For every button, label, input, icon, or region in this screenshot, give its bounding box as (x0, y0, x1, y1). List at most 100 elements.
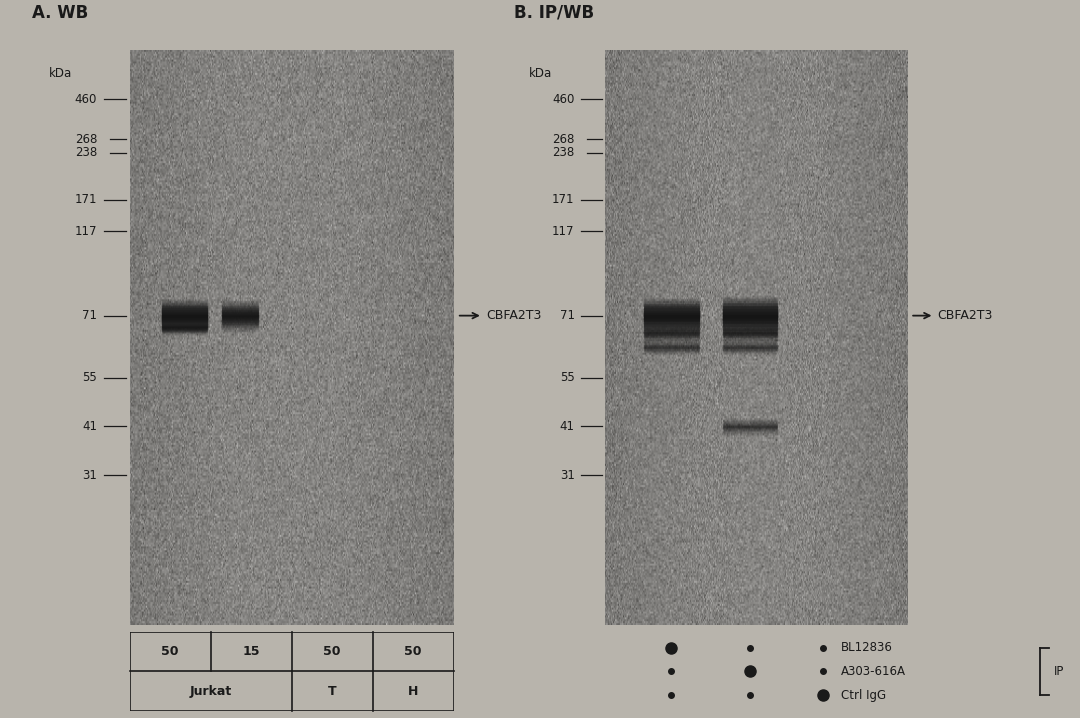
Bar (644, 311, 699, 312)
Bar (644, 322, 699, 324)
Bar (644, 315, 699, 317)
Bar (644, 317, 699, 319)
Bar (222, 328, 257, 330)
Bar (222, 316, 257, 317)
Bar (644, 318, 699, 320)
Bar (162, 301, 207, 302)
Bar (644, 298, 699, 299)
Text: CBFA2T3: CBFA2T3 (486, 309, 541, 322)
Bar (723, 304, 778, 306)
Bar (162, 309, 207, 311)
Bar (723, 300, 778, 302)
Bar (162, 326, 207, 327)
Bar (723, 297, 778, 298)
Text: IP: IP (1054, 665, 1064, 678)
Bar (222, 329, 257, 330)
Bar (222, 318, 257, 319)
Bar (222, 324, 257, 325)
Bar (723, 302, 778, 304)
Bar (222, 308, 257, 309)
Text: 71: 71 (82, 309, 97, 322)
Bar (222, 300, 257, 301)
Bar (162, 321, 207, 322)
Bar (723, 309, 778, 310)
Bar (222, 313, 257, 314)
Bar (644, 314, 699, 315)
Bar (644, 332, 699, 333)
Bar (723, 332, 778, 333)
Bar (723, 330, 778, 331)
Bar (162, 300, 207, 301)
Text: 268: 268 (75, 133, 97, 146)
Bar (644, 319, 699, 320)
Bar (723, 306, 778, 307)
Bar (162, 317, 207, 318)
Text: Ctrl IgG: Ctrl IgG (840, 689, 886, 701)
Bar (162, 304, 207, 305)
Bar (162, 324, 207, 325)
Bar (723, 324, 778, 325)
Bar (162, 309, 207, 310)
Bar (162, 320, 207, 321)
Bar (222, 312, 257, 313)
Bar (222, 322, 257, 324)
Text: 15: 15 (242, 645, 260, 658)
Text: 50: 50 (323, 645, 341, 658)
Bar (222, 314, 257, 316)
Bar (723, 321, 778, 322)
Bar (723, 331, 778, 332)
Bar (723, 322, 778, 323)
Bar (222, 319, 257, 320)
Bar (723, 301, 778, 302)
Bar (162, 318, 207, 319)
Bar (162, 319, 207, 320)
Text: 71: 71 (559, 309, 575, 322)
Bar (162, 321, 207, 322)
Bar (162, 327, 207, 328)
Text: Jurkat: Jurkat (189, 684, 232, 698)
Text: kDa: kDa (49, 67, 72, 80)
Bar (162, 322, 207, 324)
Bar (644, 316, 699, 317)
Bar (644, 314, 699, 316)
Text: 117: 117 (75, 225, 97, 238)
Bar (644, 312, 699, 314)
Bar (644, 321, 699, 322)
Bar (222, 317, 257, 318)
Text: 460: 460 (552, 93, 575, 106)
Bar (723, 333, 778, 334)
Bar (723, 325, 778, 326)
Bar (644, 304, 699, 305)
Bar (222, 314, 257, 315)
Bar (644, 312, 699, 313)
Bar (644, 310, 699, 311)
Bar (162, 329, 207, 330)
Bar (644, 320, 699, 321)
Text: A303-616A: A303-616A (840, 665, 906, 678)
Bar (644, 327, 699, 328)
Bar (644, 324, 699, 325)
Bar (723, 319, 778, 320)
Text: 55: 55 (82, 371, 97, 384)
Text: 171: 171 (75, 193, 97, 206)
Bar (162, 314, 207, 315)
Bar (723, 334, 778, 335)
Bar (222, 305, 257, 306)
Text: 238: 238 (75, 146, 97, 159)
Bar (222, 321, 257, 322)
Bar (162, 302, 207, 303)
Text: B. IP/WB: B. IP/WB (514, 4, 594, 22)
Bar (222, 321, 257, 322)
Bar (222, 307, 257, 308)
Bar (162, 314, 207, 316)
Bar (723, 323, 778, 325)
Bar (723, 312, 778, 313)
Bar (162, 317, 207, 318)
Bar (644, 300, 699, 301)
Bar (644, 303, 699, 304)
Bar (222, 330, 257, 331)
Bar (644, 322, 699, 323)
Bar (222, 306, 257, 307)
Bar (222, 310, 257, 312)
Bar (162, 316, 207, 317)
